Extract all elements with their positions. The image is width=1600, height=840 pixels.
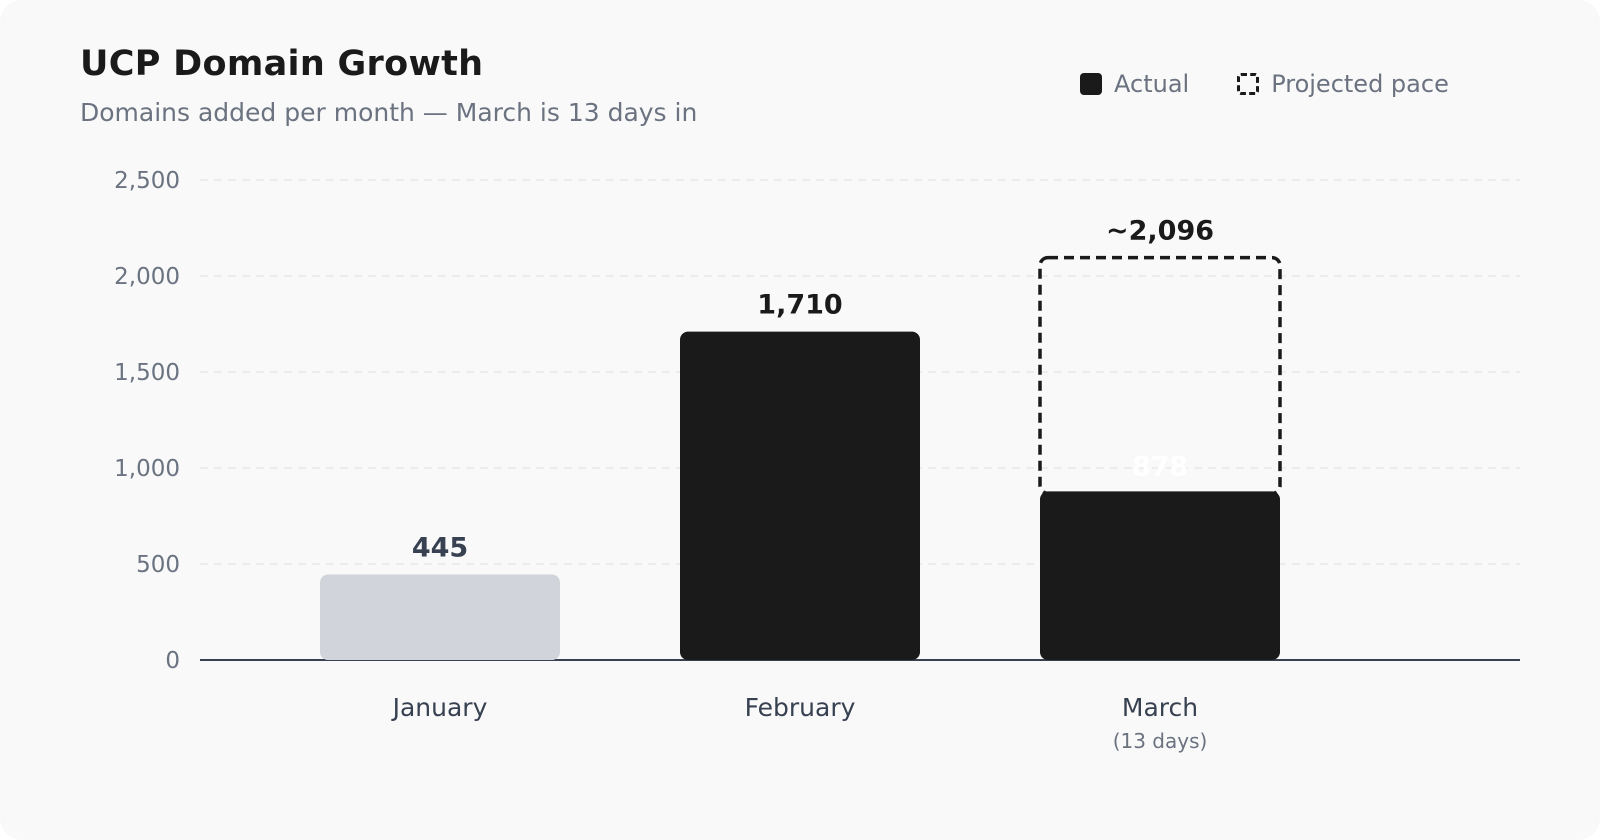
legend-item-actual: Actual (1080, 70, 1189, 98)
y-tick-label: 1,000 (114, 456, 180, 482)
y-tick-label: 500 (136, 552, 180, 578)
x-category-label: January (391, 693, 488, 722)
bar-march (1040, 491, 1280, 660)
chart-title: UCP Domain Growth (80, 44, 484, 84)
bar-january (320, 574, 560, 660)
bar-value-label: 445 (412, 533, 468, 564)
legend-swatch-projected (1237, 73, 1260, 95)
legend-swatch-actual (1080, 73, 1102, 95)
y-tick-label: 0 (165, 648, 180, 674)
x-category-sublabel: (13 days) (1113, 729, 1208, 753)
bar-february (680, 331, 920, 660)
y-tick-label: 2,500 (114, 168, 180, 194)
bar-value-label: 878 (1132, 451, 1188, 482)
projected-value-label: ~2,096 (1106, 216, 1214, 247)
x-category-label: March (1122, 693, 1198, 722)
chart-legend: Actual Projected pace (1080, 70, 1449, 98)
legend-item-projected: Projected pace (1189, 70, 1449, 98)
legend-label-actual: Actual (1114, 70, 1190, 98)
legend-label-projected: Projected pace (1271, 70, 1449, 98)
y-tick-label: 1,500 (114, 360, 180, 386)
bar-value-label: 1,710 (757, 290, 842, 321)
y-tick-label: 2,000 (114, 264, 180, 290)
x-category-label: February (745, 693, 856, 722)
chart-subtitle: Domains added per month — March is 13 da… (80, 98, 698, 127)
